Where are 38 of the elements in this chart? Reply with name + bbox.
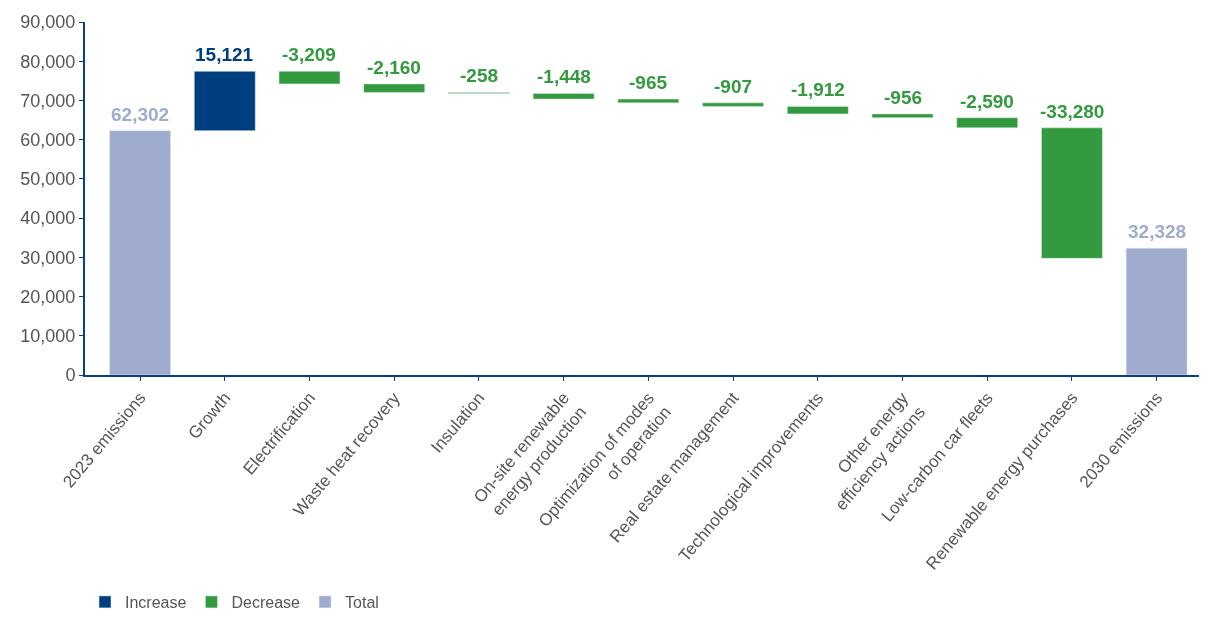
bar bbox=[1125, 247, 1188, 375]
bar bbox=[194, 71, 256, 131]
bar bbox=[532, 93, 595, 100]
legend-label: Increase bbox=[125, 594, 187, 612]
bar bbox=[1041, 127, 1103, 259]
data-label: 32,328 bbox=[1128, 221, 1187, 242]
bar bbox=[363, 83, 425, 93]
legend-label: Total bbox=[345, 594, 379, 612]
data-label: -258 bbox=[460, 65, 499, 86]
bar bbox=[871, 113, 934, 118]
data-label: -2,590 bbox=[960, 91, 1014, 112]
y-tick-label: 10,000 bbox=[20, 326, 76, 347]
y-tick-label: 50,000 bbox=[20, 169, 76, 190]
data-label: -33,280 bbox=[1040, 101, 1105, 122]
data-label: -3,209 bbox=[282, 44, 336, 65]
data-label: -907 bbox=[714, 76, 753, 97]
bar bbox=[617, 98, 680, 104]
bar bbox=[278, 71, 341, 85]
data-label: -2,160 bbox=[367, 57, 421, 78]
y-tick-label: 90,000 bbox=[20, 12, 76, 33]
bar bbox=[702, 102, 764, 107]
legend-label: Decrease bbox=[231, 594, 301, 612]
data-label: -965 bbox=[629, 72, 668, 93]
y-tick-label: 30,000 bbox=[20, 247, 76, 268]
data-label: 15,121 bbox=[195, 44, 254, 65]
data-label: -1,912 bbox=[791, 79, 845, 100]
data-label: -956 bbox=[884, 87, 923, 108]
bar bbox=[787, 106, 849, 115]
data-label: -1,448 bbox=[537, 66, 591, 87]
bar bbox=[109, 130, 171, 375]
y-tick-label: 20,000 bbox=[20, 286, 76, 307]
y-tick-label: 40,000 bbox=[20, 208, 76, 229]
y-tick-label: 0 bbox=[65, 365, 76, 386]
bar bbox=[956, 117, 1018, 129]
data-label: 62,302 bbox=[111, 104, 170, 125]
y-tick-label: 70,000 bbox=[20, 90, 76, 111]
y-tick-label: 80,000 bbox=[20, 51, 76, 72]
y-tick-label: 60,000 bbox=[20, 129, 76, 150]
